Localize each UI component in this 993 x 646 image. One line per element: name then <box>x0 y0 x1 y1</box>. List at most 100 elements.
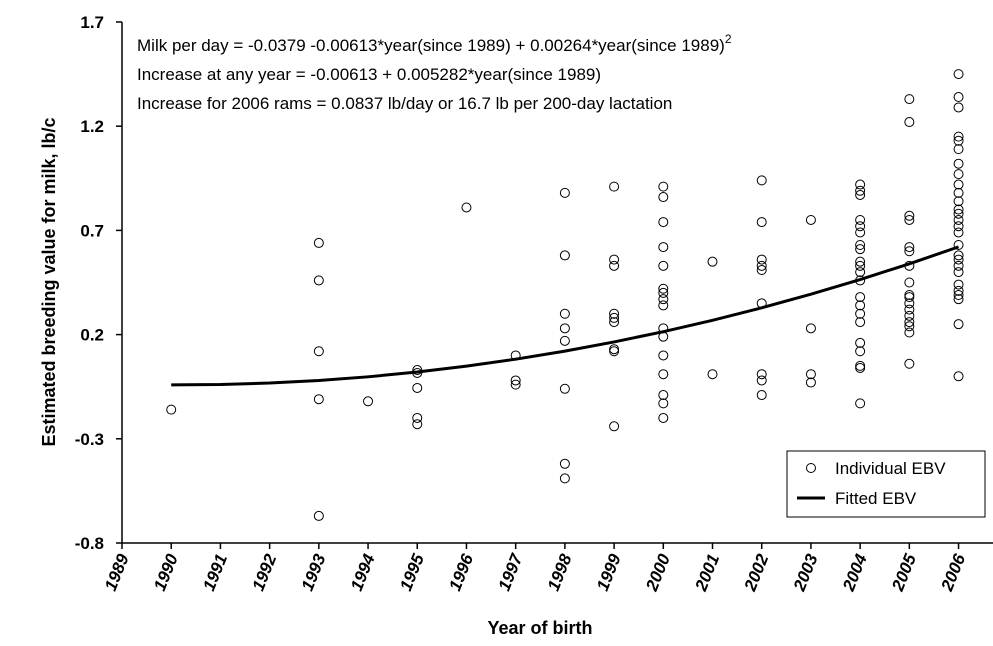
data-point <box>904 327 915 338</box>
annotation-text: Milk per day = -0.0379 -0.00613*year(sin… <box>137 36 725 55</box>
data-point <box>658 181 669 192</box>
y-tick-label: 1.7 <box>80 13 104 32</box>
data-point <box>953 260 964 271</box>
data-point <box>855 362 866 373</box>
x-tick-label: 1995 <box>396 551 428 594</box>
data-point <box>904 210 915 221</box>
x-tick-label: 2003 <box>789 551 821 595</box>
y-tick-label: -0.8 <box>75 534 104 553</box>
x-tick-label: 2006 <box>937 551 969 595</box>
x-tick-label: 2004 <box>839 551 871 595</box>
data-point <box>559 308 570 319</box>
data-point <box>855 239 866 250</box>
data-point <box>609 260 620 271</box>
x-tick-label: 1991 <box>199 551 231 593</box>
data-point <box>953 285 964 296</box>
data-point <box>756 375 767 386</box>
data-point <box>609 181 620 192</box>
data-point <box>510 379 521 390</box>
x-tick-label: 1997 <box>495 550 527 594</box>
data-point <box>756 264 767 275</box>
data-point <box>953 135 964 146</box>
data-point <box>855 337 866 348</box>
data-point <box>904 310 915 321</box>
annotation-superscript: 2 <box>725 32 732 46</box>
data-point <box>904 290 915 301</box>
data-point <box>756 217 767 228</box>
data-point <box>904 117 915 128</box>
x-tick-label: 1996 <box>445 551 477 594</box>
data-point <box>412 382 423 393</box>
data-point <box>855 292 866 303</box>
data-point <box>953 221 964 232</box>
data-point <box>855 227 866 238</box>
legend-label: Fitted EBV <box>835 489 917 508</box>
data-point <box>559 250 570 261</box>
data-point <box>953 279 964 290</box>
annotation-text: Increase for 2006 rams = 0.0837 lb/day o… <box>137 94 672 113</box>
data-point <box>559 323 570 334</box>
data-point <box>855 317 866 328</box>
data-point <box>904 94 915 105</box>
data-point <box>559 335 570 346</box>
data-point <box>658 294 669 305</box>
legend-marker <box>806 463 816 473</box>
data-point <box>953 250 964 261</box>
data-point <box>953 290 964 301</box>
data-point <box>609 421 620 432</box>
data-point <box>559 187 570 198</box>
data-point <box>609 317 620 328</box>
data-point <box>904 246 915 257</box>
data-point <box>855 256 866 267</box>
data-point <box>904 321 915 332</box>
x-tick-label: 1994 <box>347 551 379 594</box>
data-point <box>609 312 620 323</box>
data-point <box>756 260 767 271</box>
data-point <box>658 287 669 298</box>
x-tick-label: 1992 <box>249 551 281 594</box>
x-tick-label: 1999 <box>593 551 625 594</box>
x-tick-label: 1989 <box>101 551 133 594</box>
legend-label: Individual EBV <box>835 459 946 478</box>
data-point <box>461 202 472 213</box>
data-point <box>953 169 964 180</box>
data-point <box>313 510 324 521</box>
data-point <box>953 371 964 382</box>
data-point <box>953 102 964 113</box>
data-point <box>953 187 964 198</box>
data-point <box>707 369 718 380</box>
x-axis-label: Year of birth <box>487 618 592 638</box>
data-point <box>363 396 374 407</box>
data-point <box>953 179 964 190</box>
data-point <box>510 375 521 386</box>
data-point <box>658 398 669 409</box>
data-point <box>658 369 669 380</box>
data-point <box>855 346 866 357</box>
data-point <box>658 192 669 203</box>
data-point <box>609 344 620 355</box>
x-tick-label: 2001 <box>691 551 723 594</box>
data-point <box>855 185 866 196</box>
fitted-line <box>171 245 960 387</box>
data-point <box>313 394 324 405</box>
data-point <box>855 214 866 225</box>
data-point <box>953 267 964 278</box>
data-point <box>756 390 767 401</box>
y-tick-label: 0.7 <box>80 221 104 240</box>
annotation: Milk per day = -0.0379 -0.00613*year(sin… <box>137 32 732 55</box>
data-point <box>313 275 324 286</box>
data-point <box>658 260 669 271</box>
data-point <box>855 179 866 190</box>
data-point <box>609 346 620 357</box>
data-point <box>953 214 964 225</box>
data-point <box>166 404 177 415</box>
data-point <box>559 383 570 394</box>
data-point <box>756 254 767 265</box>
data-point <box>953 144 964 155</box>
data-point <box>658 390 669 401</box>
data-point <box>953 254 964 265</box>
annotation-text: Increase at any year = -0.00613 + 0.0052… <box>137 65 601 84</box>
x-tick-label: 1998 <box>544 551 576 594</box>
